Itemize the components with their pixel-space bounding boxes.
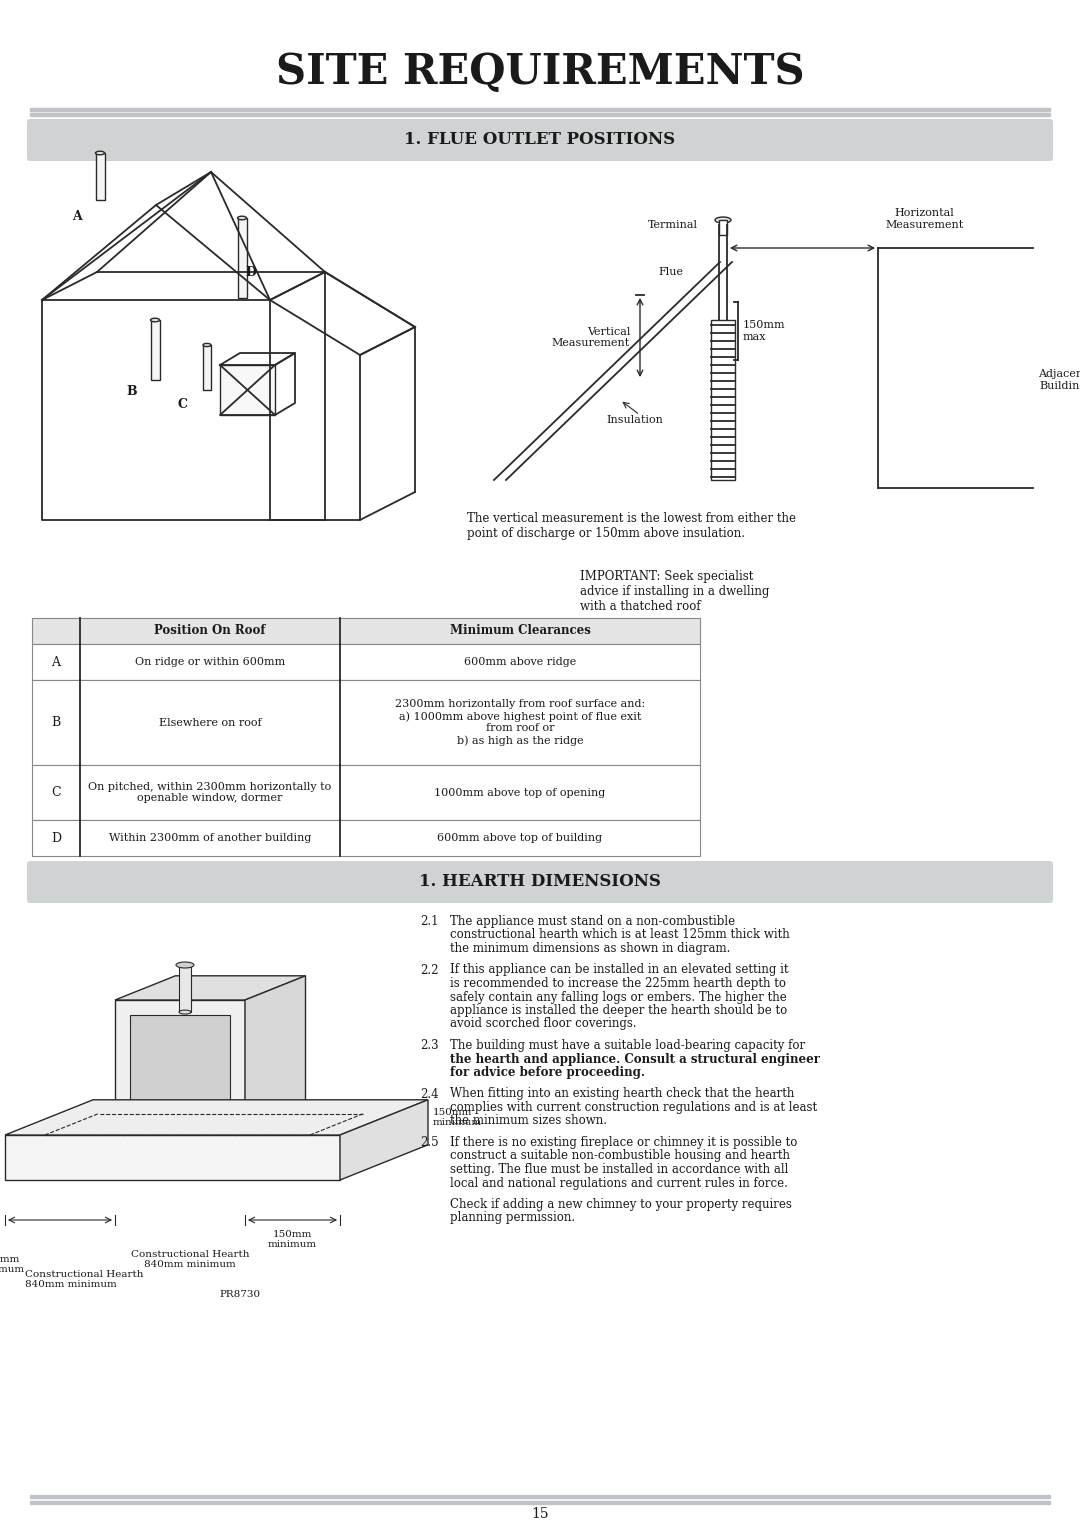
Text: 1. FLUE OUTLET POSITIONS: 1. FLUE OUTLET POSITIONS bbox=[404, 131, 676, 148]
Text: D: D bbox=[245, 266, 256, 279]
Text: Constructional Hearth
840mm minimum: Constructional Hearth 840mm minimum bbox=[25, 1270, 144, 1289]
Text: 1. HEARTH DIMENSIONS: 1. HEARTH DIMENSIONS bbox=[419, 873, 661, 890]
Bar bbox=[203, 345, 211, 389]
Text: complies with current construction regulations and is at least: complies with current construction regul… bbox=[450, 1101, 818, 1115]
Text: A: A bbox=[72, 211, 82, 223]
Ellipse shape bbox=[238, 217, 246, 220]
Polygon shape bbox=[114, 976, 306, 1000]
Text: planning permission.: planning permission. bbox=[450, 1211, 576, 1225]
Text: 2.3: 2.3 bbox=[420, 1038, 438, 1052]
Text: 1000mm above top of opening: 1000mm above top of opening bbox=[434, 788, 606, 797]
Text: Constructional Hearth
840mm minimum: Constructional Hearth 840mm minimum bbox=[131, 1251, 249, 1269]
Bar bbox=[95, 153, 105, 200]
Text: C: C bbox=[177, 399, 187, 411]
Text: Minimum Clearances: Minimum Clearances bbox=[449, 625, 591, 637]
Text: avoid scorched floor coverings.: avoid scorched floor coverings. bbox=[450, 1017, 636, 1031]
Text: setting. The flue must be installed in accordance with all: setting. The flue must be installed in a… bbox=[450, 1164, 788, 1176]
Text: 600mm above top of building: 600mm above top of building bbox=[437, 834, 603, 843]
Text: On pitched, within 2300mm horizontally to
openable window, dormer: On pitched, within 2300mm horizontally t… bbox=[89, 782, 332, 803]
Text: 15: 15 bbox=[531, 1507, 549, 1521]
Text: If there is no existing fireplace or chimney it is possible to: If there is no existing fireplace or chi… bbox=[450, 1136, 797, 1148]
Bar bbox=[238, 218, 246, 298]
Bar bbox=[32, 644, 700, 680]
Text: construct a suitable non-combustible housing and hearth: construct a suitable non-combustible hou… bbox=[450, 1150, 789, 1162]
Text: On ridge or within 600mm: On ridge or within 600mm bbox=[135, 657, 285, 667]
Text: PR8730: PR8730 bbox=[219, 1290, 260, 1299]
Text: the minimum dimensions as shown in diagram.: the minimum dimensions as shown in diagr… bbox=[450, 942, 730, 954]
Text: the hearth and appliance. Consult a structural engineer: the hearth and appliance. Consult a stru… bbox=[450, 1052, 820, 1066]
Text: Elsewhere on roof: Elsewhere on roof bbox=[159, 718, 261, 727]
Text: constructional hearth which is at least 125mm thick with: constructional hearth which is at least … bbox=[450, 928, 789, 942]
Bar bbox=[30, 113, 1050, 116]
Polygon shape bbox=[5, 1099, 428, 1135]
Ellipse shape bbox=[203, 344, 211, 347]
Ellipse shape bbox=[95, 151, 105, 154]
FancyBboxPatch shape bbox=[27, 861, 1053, 902]
Text: 150mm
minimum: 150mm minimum bbox=[433, 1107, 482, 1127]
Ellipse shape bbox=[176, 962, 194, 968]
Bar bbox=[32, 618, 700, 644]
Bar bbox=[32, 765, 700, 820]
Text: Within 2300mm of another building: Within 2300mm of another building bbox=[109, 834, 311, 843]
Text: When fitting into an existing hearth check that the hearth: When fitting into an existing hearth che… bbox=[450, 1087, 795, 1101]
Ellipse shape bbox=[179, 1009, 191, 1014]
Bar bbox=[5, 1135, 340, 1180]
Bar bbox=[150, 321, 160, 380]
Text: B: B bbox=[126, 385, 137, 399]
Ellipse shape bbox=[150, 318, 160, 322]
Bar bbox=[32, 820, 700, 857]
Polygon shape bbox=[340, 1099, 428, 1180]
Text: Check if adding a new chimney to your property requires: Check if adding a new chimney to your pr… bbox=[450, 1199, 792, 1211]
Bar bbox=[30, 1495, 1050, 1498]
Bar bbox=[114, 1000, 245, 1130]
Text: local and national regulations and current rules in force.: local and national regulations and curre… bbox=[450, 1176, 788, 1190]
Text: 600mm above ridge: 600mm above ridge bbox=[464, 657, 576, 667]
Bar bbox=[179, 965, 191, 1012]
FancyBboxPatch shape bbox=[27, 119, 1053, 160]
Text: 2.2: 2.2 bbox=[420, 964, 438, 976]
Text: 150mm
minimum: 150mm minimum bbox=[0, 1255, 25, 1275]
Bar bbox=[220, 365, 275, 415]
Text: IMPORTANT: Seek specialist
advice if installing in a dwelling
with a thatched ro: IMPORTANT: Seek specialist advice if ins… bbox=[580, 570, 769, 612]
Text: 2300mm horizontally from roof surface and:
a) 1000mm above highest point of flue: 2300mm horizontally from roof surface an… bbox=[395, 699, 645, 745]
Bar bbox=[719, 220, 727, 235]
Polygon shape bbox=[245, 976, 306, 1130]
Text: 2.4: 2.4 bbox=[420, 1087, 438, 1101]
Bar bbox=[130, 1015, 230, 1106]
Bar bbox=[711, 321, 735, 479]
Text: for advice before proceeding.: for advice before proceeding. bbox=[450, 1066, 645, 1080]
Ellipse shape bbox=[715, 217, 731, 223]
Bar bbox=[30, 108, 1050, 110]
Text: Adjacent
Building: Adjacent Building bbox=[1038, 370, 1080, 391]
Text: 150mm
minimum: 150mm minimum bbox=[268, 1231, 318, 1249]
Text: The appliance must stand on a non-combustible: The appliance must stand on a non-combus… bbox=[450, 915, 735, 928]
Text: The vertical measurement is the lowest from either the
point of discharge or 150: The vertical measurement is the lowest f… bbox=[467, 512, 796, 541]
Text: Horizontal
Measurement: Horizontal Measurement bbox=[886, 208, 963, 231]
Text: Position On Roof: Position On Roof bbox=[154, 625, 266, 637]
Text: SITE REQUIREMENTS: SITE REQUIREMENTS bbox=[275, 50, 805, 93]
Text: Vertical
Measurement: Vertical Measurement bbox=[552, 327, 630, 348]
Text: Flue: Flue bbox=[658, 267, 683, 276]
Text: Terminal: Terminal bbox=[648, 220, 698, 231]
Text: A: A bbox=[52, 655, 60, 669]
Text: The building must have a suitable load-bearing capacity for: The building must have a suitable load-b… bbox=[450, 1038, 805, 1052]
Text: C: C bbox=[51, 786, 60, 799]
Text: appliance is installed the deeper the hearth should be to: appliance is installed the deeper the he… bbox=[450, 1003, 787, 1017]
Text: is recommended to increase the 225mm hearth depth to: is recommended to increase the 225mm hea… bbox=[450, 977, 786, 989]
Text: safely contain any falling logs or embers. The higher the: safely contain any falling logs or ember… bbox=[450, 991, 786, 1003]
Text: D: D bbox=[51, 832, 62, 844]
Text: 2.5: 2.5 bbox=[420, 1136, 438, 1148]
Text: 2.1: 2.1 bbox=[420, 915, 438, 928]
Text: 150mm
max: 150mm max bbox=[743, 321, 785, 342]
Text: Insulation: Insulation bbox=[606, 415, 663, 425]
Text: B: B bbox=[52, 716, 60, 728]
Text: the minimum sizes shown.: the minimum sizes shown. bbox=[450, 1115, 607, 1127]
Bar bbox=[32, 680, 700, 765]
Text: If this appliance can be installed in an elevated setting it: If this appliance can be installed in an… bbox=[450, 964, 788, 976]
Bar bbox=[30, 1501, 1050, 1504]
